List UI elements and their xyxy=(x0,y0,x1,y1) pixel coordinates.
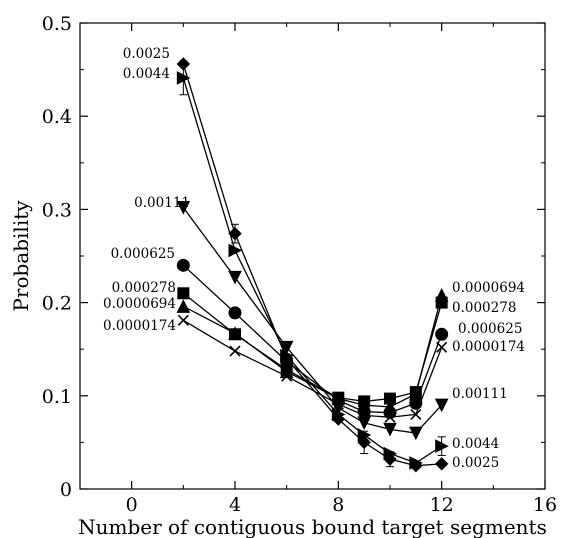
series-annotation-right: 0.0044 xyxy=(452,436,499,452)
series-annotation-left: 0.0025 xyxy=(123,46,170,62)
triangle-up-marker xyxy=(383,399,397,414)
cross-marker xyxy=(332,398,344,410)
series-line xyxy=(183,319,443,418)
triangle-down-marker xyxy=(279,340,294,355)
cross-marker-stroke xyxy=(384,411,396,423)
series-annotation-right: 0.0025 xyxy=(452,455,499,471)
cross-marker-stroke xyxy=(229,345,241,357)
series-line xyxy=(182,63,442,467)
series-annotation-left: 0.0000694 xyxy=(103,296,176,312)
plot-marks xyxy=(176,57,449,473)
cross-marker xyxy=(358,409,370,421)
x-tick-label: 0 xyxy=(126,494,138,516)
y-tick-label: 0.5 xyxy=(42,13,72,35)
y-tick-label: 0.2 xyxy=(42,293,72,315)
triangle-up-marker xyxy=(357,398,371,412)
triangle-up-marker xyxy=(228,326,242,340)
series-annotation-right: 0.000625 xyxy=(458,321,522,337)
cross-marker xyxy=(229,345,241,357)
cross-marker-stroke xyxy=(436,341,448,353)
square-marker xyxy=(177,287,190,300)
x-axis-label: Number of contiguous bound target segmen… xyxy=(78,515,547,538)
triangle-down-marker xyxy=(409,426,423,441)
triangle-right-marker xyxy=(228,243,243,258)
triangle-down-marker xyxy=(383,422,397,437)
y-tick-label: 0 xyxy=(60,479,72,501)
cross-marker-stroke xyxy=(358,409,370,421)
series-line xyxy=(182,207,443,434)
cross-marker xyxy=(436,341,448,353)
triangle-down-marker xyxy=(228,270,242,285)
cross-marker-stroke xyxy=(332,398,344,410)
x-tick-label: 4 xyxy=(229,494,241,516)
triangle-down-marker xyxy=(176,201,191,215)
cross-marker xyxy=(384,411,396,423)
cross-marker-stroke xyxy=(177,314,189,326)
x-tick-label: 12 xyxy=(430,494,454,516)
diamond-marker xyxy=(434,457,449,471)
series-annotation-left: 0.0044 xyxy=(123,66,170,82)
series-annotation-left: 0.00111 xyxy=(134,195,190,211)
x-tick-label: 16 xyxy=(533,494,557,516)
cross-marker xyxy=(410,408,422,421)
x-tick-label: 8 xyxy=(332,494,344,516)
series-line xyxy=(182,77,443,464)
series-annotation-left: 0.000278 xyxy=(112,280,176,296)
triangle-up-marker xyxy=(176,299,191,313)
circle-marker xyxy=(228,306,242,320)
axis-ticks: 0 4 8 12 16 0 0.1 0.2 0.3 0.4 0.5 xyxy=(42,13,557,516)
series-annotation-right: 0.00111 xyxy=(452,386,508,402)
y-axis-label: Probability xyxy=(9,200,33,312)
triangle-right-marker xyxy=(409,456,423,470)
series-labels: 0.00250.00440.001110.0006250.0002780.000… xyxy=(103,46,525,471)
cross-marker-stroke xyxy=(281,370,293,382)
cross-marker xyxy=(281,370,293,382)
cross-marker-stroke xyxy=(410,408,422,421)
circle-marker xyxy=(176,258,190,272)
series-annotation-right: 0.0000174 xyxy=(452,339,525,355)
cross-marker xyxy=(177,314,189,326)
series-annotation-left: 0.0000174 xyxy=(103,318,176,334)
series-annotation-right: 0.000278 xyxy=(452,300,516,316)
circle-marker xyxy=(435,327,449,341)
y-tick-label: 0.4 xyxy=(42,106,72,128)
triangle-down-marker xyxy=(434,398,449,413)
triangle-up-marker xyxy=(434,288,449,302)
series-annotation-left: 0.000625 xyxy=(111,246,175,262)
y-tick-label: 0.3 xyxy=(42,199,72,221)
series-annotation-right: 0.0000694 xyxy=(452,280,525,296)
triangle-up-marker xyxy=(409,386,423,401)
y-tick-label: 0.1 xyxy=(42,386,72,408)
